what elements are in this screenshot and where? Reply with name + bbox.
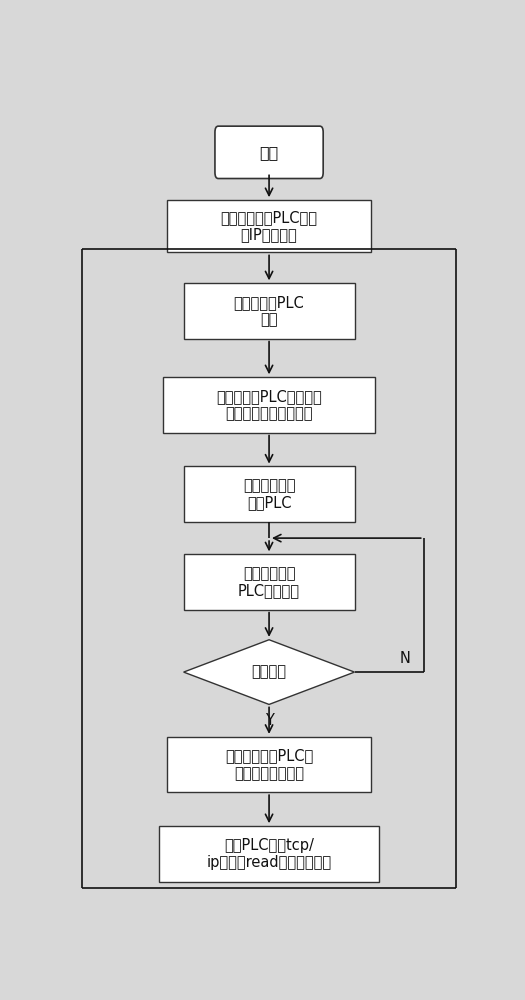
Text: 目标PLC通过tcp/
ip协议的read方法读取数据: 目标PLC通过tcp/ ip协议的read方法读取数据: [206, 838, 332, 870]
FancyBboxPatch shape: [167, 737, 371, 792]
Text: 开始: 开始: [259, 145, 279, 160]
Text: 工控机向目标PLC发
送数据流控制命令: 工控机向目标PLC发 送数据流控制命令: [225, 748, 313, 781]
Text: 指定数据流向
目标PLC: 指定数据流向 目标PLC: [243, 478, 295, 510]
Text: Y: Y: [265, 713, 274, 728]
FancyBboxPatch shape: [167, 200, 371, 252]
FancyBboxPatch shape: [184, 283, 354, 339]
FancyBboxPatch shape: [159, 826, 379, 882]
Text: 建立成功: 建立成功: [251, 665, 287, 680]
FancyBboxPatch shape: [215, 126, 323, 179]
FancyBboxPatch shape: [163, 377, 375, 433]
FancyBboxPatch shape: [184, 554, 354, 610]
Text: 工控机和目标
PLC建立通讯: 工控机和目标 PLC建立通讯: [238, 566, 300, 598]
Polygon shape: [184, 640, 354, 704]
Text: 指定数据源PLC
编号: 指定数据源PLC 编号: [234, 295, 304, 327]
Text: 指定数据源PLC欲读取数
据的起始地址和偏移量: 指定数据源PLC欲读取数 据的起始地址和偏移量: [216, 389, 322, 421]
Text: 在工控机内将PLC编号
与IP地址对应: 在工控机内将PLC编号 与IP地址对应: [220, 210, 318, 242]
FancyBboxPatch shape: [184, 466, 354, 522]
Text: N: N: [400, 651, 411, 666]
